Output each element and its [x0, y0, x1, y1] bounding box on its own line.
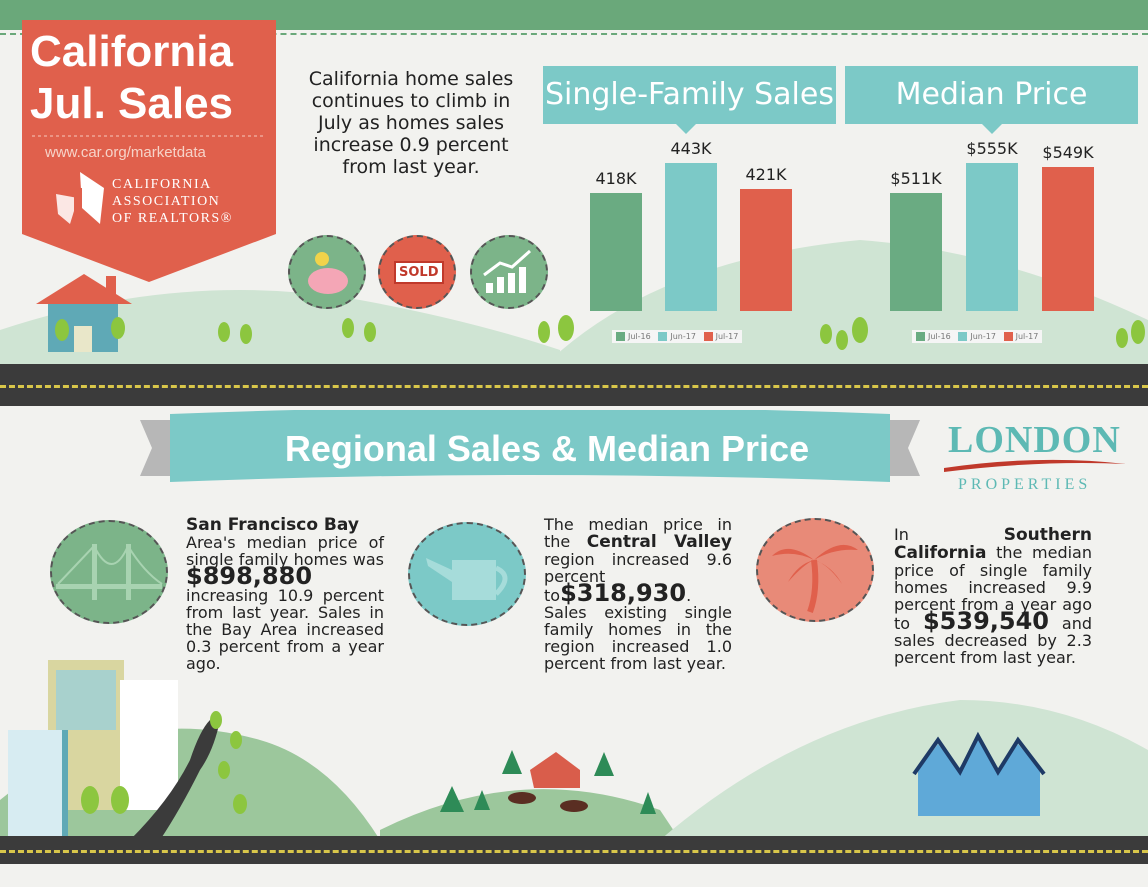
bottom-landscape — [0, 660, 1148, 840]
intro-text: California home sales continues to climb… — [308, 68, 514, 178]
chart-title-sales: Single-Family Sales — [543, 66, 836, 124]
sold-sign-icon: SOLD — [378, 235, 456, 309]
pointer — [676, 124, 696, 134]
logo-swoosh — [944, 459, 1126, 472]
url-link[interactable]: www.car.org/marketdata — [45, 144, 206, 161]
legend-price: Jul-16 Jun-17 Jul-17 — [912, 330, 1043, 343]
road-bottom — [0, 836, 1148, 864]
logo-london: LONDON — [948, 419, 1121, 461]
cv-text: The median price in the Central Valley r… — [544, 515, 732, 673]
growth-chart-icon — [470, 235, 548, 309]
trees-top — [55, 315, 1145, 350]
bar-value-label: $549K — [1042, 143, 1094, 163]
house-icon — [36, 274, 132, 352]
page-title: California Jul. Sales — [30, 27, 234, 128]
pointer — [982, 124, 1002, 134]
chart-title-price: Median Price — [845, 66, 1138, 124]
logo-properties: PROPERTIES — [958, 476, 1092, 493]
bar-value-label: $511K — [890, 169, 942, 188]
golden-gate-bridge-icon — [50, 520, 168, 624]
bar-jul-16 — [890, 193, 942, 311]
chart-price: $511K $555K $549K — [880, 120, 1110, 311]
bar-jul-17 — [1042, 167, 1094, 311]
bar-value-label: 418K — [595, 169, 637, 188]
title-banner — [140, 410, 920, 482]
watering-can-icon — [408, 522, 526, 626]
bar-value-label: 421K — [745, 165, 787, 185]
sf-text: San Francisco Bay Area's median price of… — [186, 515, 384, 673]
bar-value-label: $555K — [966, 139, 1018, 158]
bar-jun-17 — [665, 163, 717, 311]
bar-jul-16 — [590, 193, 642, 311]
chart-sales: 418K 443K 421K — [580, 120, 800, 311]
title-badge — [22, 20, 276, 282]
legend-sales: Jul-16 Jun-17 Jul-17 — [612, 330, 743, 343]
banner-title: Regional Sales & Median Price — [284, 428, 810, 469]
palm-tree-icon — [756, 518, 874, 622]
bar-value-label: 443K — [670, 139, 712, 158]
piggy-bank-icon — [288, 235, 366, 309]
sc-text: In Southern California the median price … — [894, 525, 1092, 667]
bar-jul-17 — [740, 189, 792, 311]
bar-jun-17 — [966, 163, 1018, 311]
road-top — [0, 364, 1148, 406]
association-name: CALIFORNIA ASSOCIATION OF REALTORS® — [112, 177, 233, 226]
car-logo-icon — [56, 172, 104, 224]
